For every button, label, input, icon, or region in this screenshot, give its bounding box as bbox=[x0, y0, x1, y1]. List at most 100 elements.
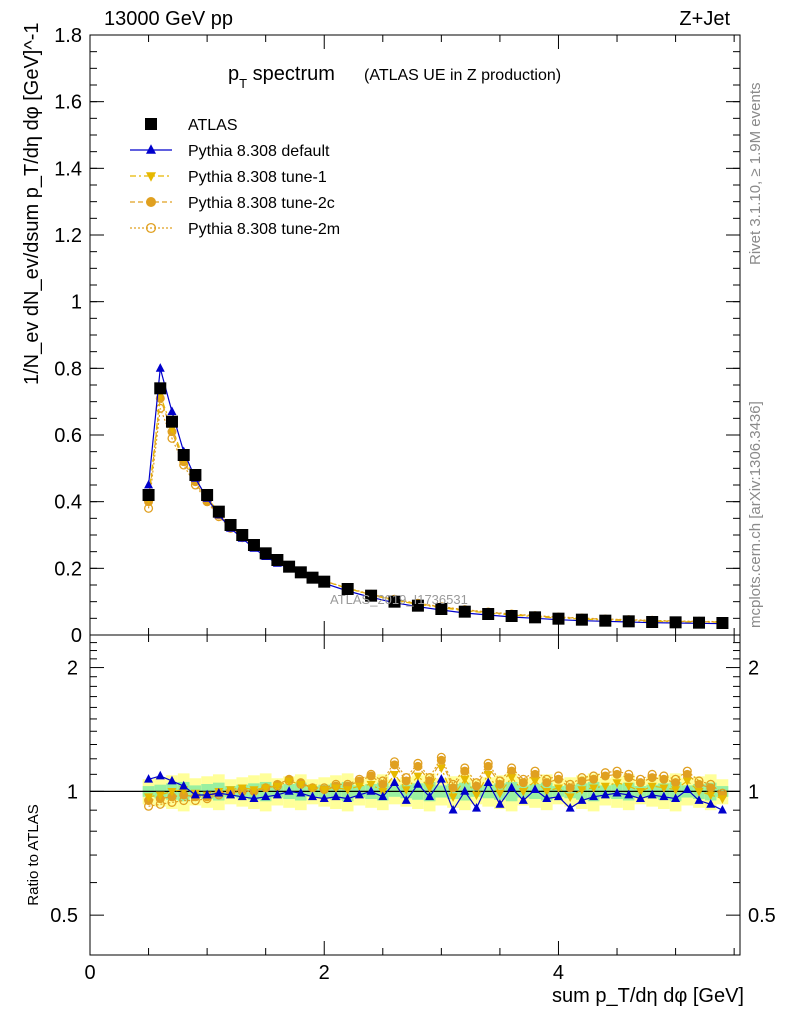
title-sub: T bbox=[239, 76, 247, 91]
ratio-y-label: Ratio to ATLAS bbox=[25, 804, 42, 905]
ratio-point bbox=[167, 787, 177, 797]
ratio-point bbox=[565, 793, 575, 802]
ratio-point bbox=[272, 789, 282, 799]
ratio-y-tick-label: 1 bbox=[67, 781, 78, 803]
legend-item: Pythia 8.308 default bbox=[130, 143, 330, 160]
legend-label: Pythia 8.308 default bbox=[188, 143, 330, 160]
ratio-point bbox=[331, 784, 341, 793]
x-tick-label: 2 bbox=[319, 962, 330, 984]
y-tick-label: 0.4 bbox=[54, 492, 82, 514]
legend-marker bbox=[146, 172, 156, 182]
ratio-point bbox=[542, 793, 552, 803]
data-point bbox=[599, 614, 612, 627]
y-tick-label: 1 bbox=[71, 292, 82, 314]
data-point bbox=[646, 616, 659, 628]
legend-marker bbox=[146, 144, 156, 154]
ratio-point bbox=[483, 770, 493, 780]
ratio-point bbox=[261, 784, 271, 793]
series-line bbox=[147, 398, 723, 623]
legend-label: ATLAS bbox=[188, 117, 238, 134]
ratio-point bbox=[577, 776, 587, 786]
ratio-point bbox=[460, 775, 470, 785]
y-tick-label: 0.6 bbox=[54, 425, 82, 447]
mcplots-credit: mcplots.cern.ch [arXiv:1306.3436] bbox=[747, 401, 764, 628]
ratio-point bbox=[425, 784, 435, 793]
plot-title: pT spectrum bbox=[228, 63, 335, 91]
ratio-point bbox=[425, 776, 435, 786]
ratio-point bbox=[530, 777, 540, 787]
ratio-point bbox=[460, 786, 470, 795]
ratio-point bbox=[354, 782, 364, 792]
ratio-point bbox=[612, 779, 622, 788]
data-point bbox=[201, 489, 214, 501]
x-axis-label: sum p_T/dη dφ [GeV] bbox=[552, 985, 744, 1007]
ratio-point bbox=[530, 769, 540, 779]
ratio-point bbox=[647, 782, 657, 792]
ratio-point bbox=[401, 776, 411, 786]
y-axis-label: 1/N_ev dN_ev/dsum p_T/dη dφ [GeV]^-1 bbox=[21, 22, 43, 385]
ratio-point bbox=[682, 769, 692, 779]
header-energy: 13000 GeV pp bbox=[104, 8, 233, 30]
y-tick-label: 1.4 bbox=[54, 158, 82, 180]
ratio-point bbox=[577, 786, 587, 795]
ratio-point bbox=[378, 791, 388, 801]
data-point bbox=[154, 382, 167, 395]
data-point bbox=[388, 595, 401, 608]
data-point bbox=[458, 605, 471, 618]
data-point bbox=[259, 547, 272, 560]
ratio-point bbox=[635, 793, 645, 803]
ratio-point bbox=[635, 778, 645, 788]
ratio-point bbox=[518, 778, 528, 788]
ratio-point bbox=[460, 766, 470, 776]
legend: ATLAS Pythia 8.308 default Pythia 8.308 tu… bbox=[130, 117, 340, 238]
ratio-point bbox=[144, 774, 154, 783]
ratio-point bbox=[319, 786, 329, 795]
ratio-point bbox=[542, 787, 552, 797]
data-point bbox=[283, 560, 296, 573]
ratio-point bbox=[202, 789, 212, 799]
series-line bbox=[147, 408, 723, 623]
data-point bbox=[142, 489, 155, 501]
data-point bbox=[505, 610, 518, 622]
ratio-y-tick-label-right: 0.5 bbox=[748, 905, 776, 927]
ratio-point bbox=[659, 774, 669, 784]
ratio-point bbox=[624, 789, 634, 799]
ratio-point bbox=[354, 789, 364, 799]
ratio-point bbox=[308, 791, 318, 801]
ratio-point bbox=[530, 784, 540, 793]
data-point bbox=[247, 539, 260, 551]
ratio-point bbox=[671, 778, 681, 788]
ratio-point bbox=[706, 783, 716, 793]
ratio-point bbox=[366, 786, 376, 795]
ratio-point bbox=[612, 787, 622, 797]
ratio-point bbox=[436, 774, 446, 783]
series-line bbox=[147, 394, 723, 623]
ratio-point bbox=[425, 791, 435, 801]
data-point bbox=[669, 616, 682, 629]
ratio-point bbox=[249, 793, 259, 803]
ratio-point bbox=[179, 780, 189, 790]
data-point bbox=[236, 529, 249, 541]
ratio-point bbox=[600, 789, 610, 799]
ratio-point bbox=[495, 789, 505, 799]
ratio-point bbox=[272, 782, 282, 792]
ratio-point bbox=[635, 787, 645, 797]
main-panel: 0 0.2 0.4 0.6 0.8 1 1.2 1.4 1.6 1.8 bbox=[54, 25, 741, 647]
data-point bbox=[622, 615, 635, 628]
legend-item: Pythia 8.308 tune-2m bbox=[130, 221, 340, 238]
legend-marker bbox=[145, 222, 157, 234]
ratio-point bbox=[413, 772, 423, 782]
ratio-point bbox=[624, 773, 634, 783]
data-point bbox=[189, 469, 202, 481]
ratio-point bbox=[167, 792, 177, 802]
ratio-point bbox=[706, 799, 716, 808]
ratio-point bbox=[261, 791, 271, 801]
data-point bbox=[306, 571, 319, 584]
data-point bbox=[365, 589, 378, 602]
x-tick-label: 0 bbox=[84, 962, 95, 984]
ratio-point bbox=[390, 770, 400, 780]
legend-marker bbox=[145, 118, 157, 130]
ratio-point bbox=[366, 771, 376, 781]
ratio-point bbox=[284, 786, 294, 795]
